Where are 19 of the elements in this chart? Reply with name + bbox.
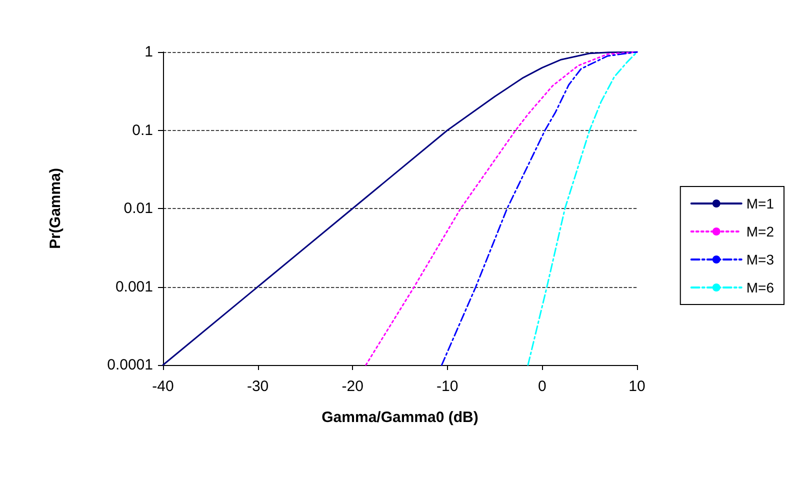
y-tick-label: 0.01 xyxy=(124,200,153,217)
x-tick-label: -30 xyxy=(246,378,269,395)
x-tick-label: 10 xyxy=(628,378,646,395)
legend-label: M=2 xyxy=(746,224,774,240)
x-tick-label: -20 xyxy=(342,378,364,395)
line-series xyxy=(527,51,638,366)
y-tick-label: 0.1 xyxy=(132,122,153,139)
y-tick-label: 1 xyxy=(144,44,153,60)
x-tick-label: -10 xyxy=(436,378,458,395)
x-tick-label: 0 xyxy=(538,378,546,395)
y-tick-label: 0.001 xyxy=(115,278,153,296)
y-axis-title: Pr(Gamma) xyxy=(47,168,64,249)
legend-label: M=3 xyxy=(746,252,774,268)
legend-label: M=6 xyxy=(746,280,774,296)
legend-label: M=1 xyxy=(746,196,774,212)
y-tick-label: 0.0001 xyxy=(107,356,153,374)
x-axis-title: Gamma/Gamma0 (dB) xyxy=(322,409,478,426)
x-tick-label: -40 xyxy=(152,378,174,395)
line-series xyxy=(440,51,638,366)
